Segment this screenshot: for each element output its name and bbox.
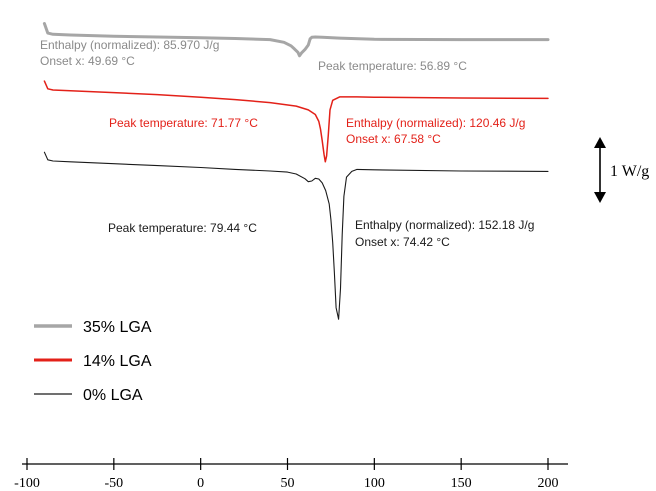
x-tick-label: 100 <box>364 476 385 491</box>
series-line-14 <box>43 80 549 163</box>
scale-bar-arrow-down <box>594 192 606 203</box>
series-line-35 <box>42 22 550 58</box>
annotation-layer: Enthalpy (normalized): 85.970 J/g Onset … <box>40 38 534 249</box>
series-layer <box>42 22 550 320</box>
x-tick-label: 200 <box>538 476 559 491</box>
annotation-14-peak: Peak temperature: 71.77 °C <box>109 116 258 130</box>
x-tick-label: -50 <box>104 476 123 491</box>
x-axis: -100 -50 0 50 100 150 200 <box>14 458 568 491</box>
x-tick-label: 0 <box>197 476 204 491</box>
scale-bar-label: 1 W/g <box>610 163 649 180</box>
legend-label-35: 35% LGA <box>83 319 152 336</box>
annotation-14-onset: Onset x: 67.58 °C <box>346 132 441 146</box>
annotation-0-onset: Onset x: 74.42 °C <box>355 235 450 249</box>
scale-bar-arrow-up <box>594 137 606 148</box>
annotation-35-peak: Peak temperature: 56.89 °C <box>318 59 467 73</box>
legend: 35% LGA 14% LGA 0% LGA <box>34 319 152 404</box>
annotation-0-enthalpy: Enthalpy (normalized): 152.18 J/g <box>355 218 534 232</box>
legend-label-0: 0% LGA <box>83 387 143 404</box>
annotation-0-peak: Peak temperature: 79.44 °C <box>108 221 257 235</box>
annotation-35-enthalpy: Enthalpy (normalized): 85.970 J/g <box>40 38 219 52</box>
x-tick-label: 150 <box>451 476 472 491</box>
series-line-0 <box>43 151 549 320</box>
x-ticks: -100 -50 0 50 100 150 200 <box>14 458 559 491</box>
x-tick-label: -100 <box>14 476 40 491</box>
annotation-35-onset: Onset x: 49.69 °C <box>40 54 135 68</box>
legend-label-14: 14% LGA <box>83 353 152 370</box>
annotation-14-enthalpy: Enthalpy (normalized): 120.46 J/g <box>346 116 525 130</box>
scale-bar: 1 W/g <box>594 137 649 203</box>
x-tick-label: 50 <box>281 476 295 491</box>
